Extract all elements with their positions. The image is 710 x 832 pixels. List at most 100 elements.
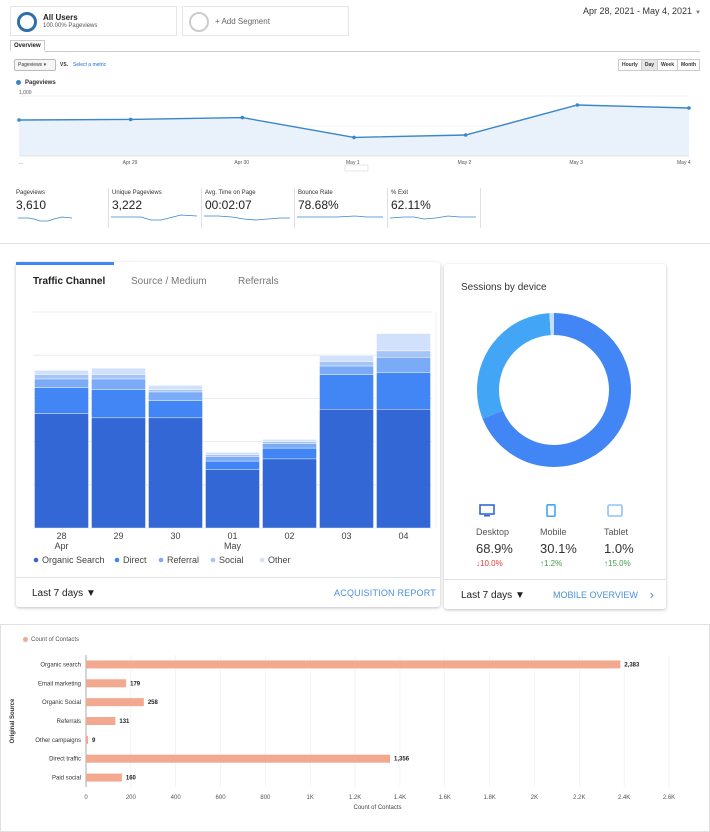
kpi-label: % Exit bbox=[391, 190, 409, 196]
kpi-value: 3,222 bbox=[112, 198, 143, 212]
data-point bbox=[575, 103, 580, 107]
legend-dot-icon bbox=[16, 80, 21, 85]
bar bbox=[86, 735, 89, 744]
add-segment-button[interactable]: + Add Segment bbox=[182, 6, 349, 36]
x-axis-title: Count of Contacts bbox=[353, 805, 401, 811]
bar-segment bbox=[91, 417, 146, 529]
date-range-label: Apr 28, 2021 - May 4, 2021 bbox=[582, 6, 693, 16]
bar-segment bbox=[148, 417, 203, 529]
x-tick-label: 30 bbox=[170, 531, 180, 541]
device-name: Tablet bbox=[604, 527, 629, 537]
period-dropdown[interactable]: Last 7 days ▼ bbox=[32, 588, 96, 599]
legend-dot bbox=[114, 557, 120, 563]
y-tick-label: Email marketing bbox=[38, 681, 81, 687]
bar-segment bbox=[319, 355, 374, 362]
kpi-pageviews[interactable]: Pageviews 3,610 bbox=[16, 188, 109, 228]
legend-dot bbox=[210, 557, 216, 563]
x-tick-label: 2K bbox=[531, 795, 538, 801]
contacts-horizontal-bar-chart: 0 200 400 600 800 1K 1.2K 1.4K 1.6K 1.8K 2K 2.2K 2.4… bbox=[10, 655, 675, 811]
kpi-row: Pageviews 3,610 Unique Pageviews 3,222 A… bbox=[16, 188, 481, 228]
x-tick-label: 03 bbox=[341, 531, 351, 541]
bar-segment bbox=[376, 372, 431, 410]
bar-segment bbox=[262, 443, 317, 449]
bar-segment bbox=[205, 452, 260, 455]
select-a-metric-link[interactable]: Select a metric bbox=[73, 62, 107, 68]
x-tick-label: 28 bbox=[56, 531, 66, 541]
x-tick-label: 29 bbox=[113, 531, 123, 541]
x-tick-label: 400 bbox=[171, 795, 182, 801]
bar-segment bbox=[34, 378, 89, 388]
pageviews-legend-label: Pageviews bbox=[25, 80, 56, 87]
bar bbox=[86, 679, 127, 688]
date-range-picker[interactable]: Apr 28, 2021 - May 4, 2021 ▼ bbox=[583, 6, 701, 16]
tab-overview[interactable]: Overview bbox=[10, 40, 45, 52]
tab-source-medium[interactable]: Source / Medium bbox=[131, 276, 207, 287]
tab-traffic-channel[interactable]: Traffic Channel bbox=[33, 276, 106, 287]
legend-label: Other bbox=[268, 555, 291, 565]
month-button[interactable]: Month bbox=[677, 59, 700, 71]
x-tick-label: 0 bbox=[84, 795, 88, 801]
kpi-label: Unique Pageviews bbox=[112, 190, 162, 196]
kpi-value: 78.68% bbox=[298, 198, 339, 212]
legend-label: Organic Search bbox=[42, 555, 105, 565]
chevron-right-icon[interactable]: › bbox=[649, 587, 654, 602]
kpi-avg-time-on-page[interactable]: Avg. Time on Page 00:02:07 bbox=[202, 188, 295, 228]
legend-dot bbox=[33, 557, 39, 563]
period-dropdown[interactable]: Last 7 days ▼ bbox=[461, 590, 525, 601]
donut-slice bbox=[477, 313, 631, 467]
scroll-handle bbox=[344, 164, 369, 172]
x-tick-label: 1.6K bbox=[439, 795, 451, 801]
data-point bbox=[128, 117, 133, 122]
x-tick-label: May 4 bbox=[677, 160, 691, 166]
donut-slice bbox=[477, 313, 631, 467]
device-name: Desktop bbox=[476, 527, 510, 537]
bar-segment bbox=[91, 389, 146, 419]
y-axis-title: Original Source bbox=[10, 698, 16, 743]
hourly-button[interactable]: Hourly bbox=[617, 59, 642, 71]
segment-all-users[interactable]: All Users 100.00% Pageviews bbox=[10, 6, 177, 36]
value-label: 179 bbox=[130, 681, 141, 687]
week-button[interactable]: Week bbox=[657, 59, 678, 71]
value-label: 131 bbox=[119, 719, 130, 725]
kpi-sparkline bbox=[18, 216, 72, 222]
bar-segment bbox=[148, 391, 203, 401]
kpi-exit[interactable]: % Exit 62.11% bbox=[388, 188, 481, 228]
x-tick-label: Apr 30 bbox=[234, 160, 249, 166]
mobile-icon bbox=[546, 504, 556, 518]
x-tick-label: Apr 29 bbox=[123, 160, 138, 166]
bar-segment bbox=[262, 447, 317, 460]
acquisition-report-link[interactable]: ACQUISITION REPORT bbox=[334, 588, 436, 598]
kpi-label: Avg. Time on Page bbox=[205, 190, 256, 196]
bar-segment bbox=[34, 413, 89, 529]
value-label: 258 bbox=[148, 700, 159, 706]
value-label: 2,383 bbox=[624, 662, 640, 668]
kpi-sparkline bbox=[111, 214, 197, 221]
data-point bbox=[352, 135, 356, 140]
bar-segment bbox=[205, 454, 260, 457]
day-button[interactable]: Day bbox=[640, 59, 659, 71]
x-tick-label: 02 bbox=[284, 531, 294, 541]
x-tick-label: 1.2K bbox=[349, 795, 361, 801]
tab-referrals[interactable]: Referrals bbox=[238, 276, 279, 287]
kpi-sparkline bbox=[204, 215, 290, 221]
kpi-bounce-rate[interactable]: Bounce Rate 78.68% bbox=[295, 188, 388, 228]
tab-divider bbox=[10, 51, 700, 52]
data-point bbox=[240, 115, 245, 120]
device-donut-chart bbox=[477, 313, 631, 467]
caret-down-icon: ▼ bbox=[695, 10, 701, 16]
bar bbox=[86, 754, 391, 763]
legend-label: Social bbox=[219, 555, 244, 565]
contacts-legend: Count of Contacts bbox=[23, 637, 79, 643]
mobile-overview-link[interactable]: MOBILE OVERVIEW bbox=[553, 590, 638, 600]
contacts-by-source-panel: Count of Contacts 0 200 400 600 800 1K 1.2K 1.4… bbox=[0, 624, 710, 832]
device-percent: 1.0% bbox=[604, 541, 634, 556]
device-change: ↑15.0% bbox=[604, 559, 631, 568]
x-tick-label: ... bbox=[19, 160, 23, 166]
device-card-footer: Last 7 days ▼ MOBILE OVERVIEW › bbox=[444, 579, 666, 609]
device-name: Mobile bbox=[540, 527, 567, 537]
legend-label: Direct bbox=[123, 555, 147, 565]
value-label: 9 bbox=[92, 738, 96, 744]
kpi-sparkline bbox=[297, 215, 383, 218]
metric-select[interactable]: Pageviews ▾ bbox=[14, 59, 56, 71]
kpi-unique-pageviews[interactable]: Unique Pageviews 3,222 bbox=[109, 188, 202, 228]
